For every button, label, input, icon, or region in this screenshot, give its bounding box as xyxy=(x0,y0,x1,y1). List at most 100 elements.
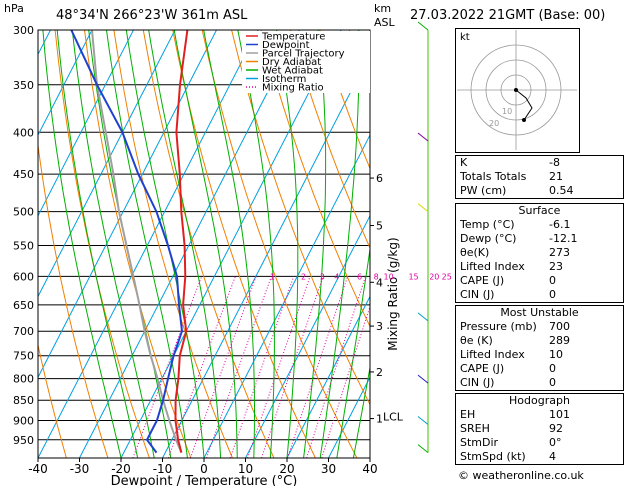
x-tick-label: 10 xyxy=(238,462,253,476)
mixing-ratio-line xyxy=(306,276,367,458)
most-unstable-key: θe (K) xyxy=(460,334,493,347)
x-tick-label: 30 xyxy=(321,462,336,476)
dewpoint-line xyxy=(70,30,184,454)
lcl-label: LCL xyxy=(383,411,404,424)
isotherm-line xyxy=(203,133,370,458)
wet-adiabat-line xyxy=(148,30,222,458)
legend-entry: Dry Adiabat xyxy=(262,57,321,68)
dry-adiabat-line xyxy=(289,30,370,250)
mixing-ratio-line xyxy=(321,305,370,458)
km-tick-label: 5 xyxy=(376,220,383,233)
pressure-tick-label: 750 xyxy=(13,350,34,363)
index-key: PW (cm) xyxy=(460,184,507,197)
most-unstable-row: Pressure (mb) 700 xyxy=(456,320,623,334)
mixing-ratio-label: 20 xyxy=(429,272,439,281)
x-tick-label: -20 xyxy=(111,462,131,476)
legend-entry: Wet Adiabat xyxy=(262,66,323,77)
most-unstable-title: Most Unstable xyxy=(500,306,579,319)
x-tick-label: 40 xyxy=(362,462,377,476)
most-unstable-row: CIN (J) 0 xyxy=(456,376,623,390)
index-row: K -8 xyxy=(456,156,623,170)
mixing-ratio-line xyxy=(167,276,236,458)
wind-barb xyxy=(417,132,429,142)
isotherm-line xyxy=(162,53,370,458)
wind-barb xyxy=(417,203,429,212)
hodograph-stat-key: EH xyxy=(460,408,476,421)
isotherm-line xyxy=(120,30,342,458)
surface-row: Lifted Index 23 xyxy=(456,260,623,274)
legend-entry: Dewpoint xyxy=(262,40,310,51)
surface-key: Temp (°C) xyxy=(460,218,515,231)
index-row: PW (cm) 0.54 xyxy=(456,184,623,198)
pressure-tick-label: 450 xyxy=(13,168,34,181)
pressure-tick-label: 600 xyxy=(13,270,34,283)
hodograph-stat-value: 0° xyxy=(549,436,562,449)
pressure-tick-label: 850 xyxy=(13,394,34,407)
wet-adiabat-line xyxy=(203,30,255,458)
most-unstable-panel: Most Unstable Pressure (mb) 700 θe (K) 289 Li… xyxy=(455,305,624,391)
hodograph-stat-row: SREH 92 xyxy=(456,422,623,436)
isotherm-line xyxy=(286,295,370,458)
most-unstable-key: CIN (J) xyxy=(460,376,495,389)
index-value: 21 xyxy=(549,170,563,183)
hodograph-trace xyxy=(515,89,533,121)
pressure-tick-label: 700 xyxy=(13,325,34,338)
wet-adiabat-line xyxy=(237,30,275,458)
dry-adiabat-line xyxy=(260,30,370,328)
mixing-ratio-label: 1 xyxy=(270,272,275,281)
isotherm-line xyxy=(38,30,259,458)
mixing-ratio-label: 25 xyxy=(442,272,452,281)
legend-entry: Parcel Trajectory xyxy=(262,49,345,60)
most-unstable-key: Pressure (mb) xyxy=(460,320,537,333)
header-datetime: 27.03.2022 21GMT (Base: 00) xyxy=(410,8,606,23)
hodograph-stat-title: Hodograph xyxy=(509,394,570,407)
mixing-ratio-label: 6 xyxy=(357,272,362,281)
mixing-ratio-axis-label: Mixing Ratio (g/kg) xyxy=(386,237,400,350)
isotherm-line xyxy=(79,30,300,458)
hodograph-table-panel: Hodograph EH 101 SREH 92 StmDir 0° StmSpd (kt) 4 xyxy=(455,393,624,465)
dry-adiabat-line xyxy=(113,30,233,458)
wet-adiabat-line xyxy=(71,30,155,458)
hodograph-point xyxy=(522,118,526,122)
mixing-ratio-line xyxy=(206,276,272,458)
wet-adiabat-line xyxy=(369,455,370,458)
mixing-ratio-line xyxy=(287,276,349,458)
mixing-ratio-label: 2 xyxy=(301,272,306,281)
pressure-tick-label: 800 xyxy=(13,373,34,386)
most-unstable-value: 289 xyxy=(549,334,570,347)
mixing-ratio-label: 3 xyxy=(320,272,325,281)
legend-box xyxy=(242,31,370,93)
surface-key: CIN (J) xyxy=(460,288,495,301)
pressure-tick-label: 900 xyxy=(13,415,34,428)
header-location: 48°34'N 266°23'W 361m ASL xyxy=(56,8,248,23)
most-unstable-key: Lifted Index xyxy=(460,348,525,361)
wet-adiabat-line xyxy=(336,246,370,458)
mixing-ratio-line xyxy=(189,276,257,458)
wet-adiabat-line xyxy=(173,30,238,458)
x-tick-label: -40 xyxy=(28,462,48,476)
wet-adiabat-line xyxy=(125,30,205,458)
surface-key: Lifted Index xyxy=(460,260,525,273)
surface-value: 0 xyxy=(549,274,556,287)
hodograph-unit-label: kt xyxy=(460,32,470,43)
isotherm-line xyxy=(245,214,370,458)
hodograph-stat-key: SREH xyxy=(460,422,490,435)
index-row: Totals Totals 21 xyxy=(456,170,623,184)
km-tick-label: 3 xyxy=(376,320,383,333)
x-tick-label: -10 xyxy=(153,462,173,476)
x-tick-label: 20 xyxy=(279,462,294,476)
wet-adiabat-line xyxy=(319,30,360,458)
wind-barb xyxy=(417,444,429,454)
legend-entry: Mixing Ratio xyxy=(262,83,324,94)
isotherm-line xyxy=(0,30,9,458)
parcel-trajectory-line xyxy=(91,30,183,453)
x-axis-label: Dewpoint / Temperature (°C) xyxy=(111,474,298,486)
km-tick-label: 6 xyxy=(376,172,383,185)
isotherm-line xyxy=(38,30,134,217)
km-tick-label: 1 xyxy=(376,413,383,426)
dry-adiabat-line xyxy=(231,30,370,406)
pressure-tick-label: 550 xyxy=(13,239,34,252)
surface-value: -6.1 xyxy=(549,218,571,231)
